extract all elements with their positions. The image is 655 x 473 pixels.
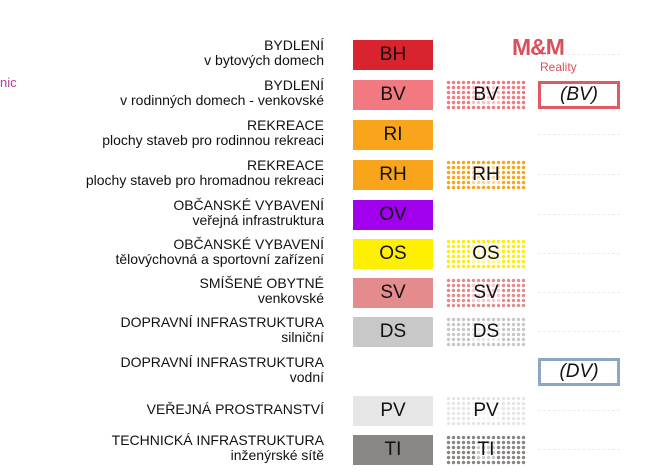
pattern-swatch-bv: BV (446, 80, 526, 110)
faint-divider (538, 214, 620, 215)
pattern-swatch-sv: SV (446, 278, 526, 308)
legend-label: BYDLENÍ v bytových domech (204, 38, 324, 68)
legend-row: REKREACE plochy staveb pro rodinnou rekre… (0, 118, 655, 158)
legend-subtitle: venkovské (257, 290, 324, 306)
logo-mark: M&M (512, 34, 565, 60)
swatch-bh: BH (353, 40, 433, 70)
pattern-swatch-ti: TI (446, 435, 526, 465)
legend-label: VEŘEJNÁ PROSTRANSTVÍ (147, 402, 324, 417)
legend-row: DOPRAVNÍ INFRASTRUKTURA silniční DS DS (0, 315, 655, 355)
pattern-swatch-ds: DS (446, 317, 526, 347)
legend-subtitle: v rodinných domech - venkovské (120, 92, 324, 108)
pattern-label: PV (471, 400, 501, 421)
legend-row: DOPRAVNÍ INFRASTRUKTURA vodní (DV) (0, 355, 655, 395)
legend-row: VEŘEJNÁ PROSTRANSTVÍ PV PV (0, 394, 655, 434)
faint-divider (538, 292, 620, 293)
pattern-label: TI (475, 439, 497, 460)
side-text: nic (0, 75, 17, 90)
legend-label: TECHNICKÁ INFRASTRUKTURA inženýrské sítě (112, 433, 324, 463)
legend-title: BYDLENÍ (264, 77, 324, 93)
logo-tagline: Reality (540, 60, 577, 74)
faint-divider (538, 410, 620, 411)
faint-divider (538, 331, 620, 332)
legend-title: REKREACE (246, 157, 324, 173)
legend-subtitle: v bytových domech (204, 52, 324, 68)
swatch-ti: TI (353, 435, 433, 465)
legend-subtitle: plochy staveb pro rodinnou rekreaci (102, 132, 324, 148)
swatch-sv: SV (353, 278, 433, 308)
legend-title: DOPRAVNÍ INFRASTRUKTURA (120, 314, 324, 330)
swatch-pv: PV (353, 396, 433, 426)
legend-title: SMÍŠENÉ OBYTNÉ (199, 275, 324, 291)
pattern-swatch-os: OS (446, 239, 526, 269)
faint-divider (538, 449, 620, 450)
legend-row: TECHNICKÁ INFRASTRUKTURA inženýrské sítě T… (0, 433, 655, 473)
legend-subtitle: vodní (289, 369, 324, 385)
faint-divider (538, 174, 620, 175)
swatch-rh: RH (353, 160, 433, 190)
pattern-swatch-rh: RH (446, 160, 526, 190)
legend-label: OBČANSKÉ VYBAVENÍ tělovýchovná a sportovn… (115, 237, 324, 267)
outline-swatch-bv: (BV) (538, 81, 620, 109)
pattern-label: SV (471, 282, 501, 303)
legend-label: DOPRAVNÍ INFRASTRUKTURA vodní (120, 355, 324, 385)
pattern-label: RH (470, 164, 502, 185)
pattern-label: DS (470, 321, 502, 342)
faint-divider (538, 54, 620, 55)
legend-subtitle: tělovýchovná a sportovní zařízení (115, 251, 324, 267)
company-logo: M&M Reality (512, 34, 590, 78)
swatch-ds: DS (353, 317, 433, 347)
outline-swatch-dv: (DV) (538, 358, 620, 386)
legend-title: BYDLENÍ (264, 37, 324, 53)
legend-label: REKREACE plochy staveb pro hromadnou rekr… (86, 158, 324, 188)
legend-label: DOPRAVNÍ INFRASTRUKTURA silniční (120, 315, 324, 345)
legend-row: REKREACE plochy staveb pro hromadnou rekr… (0, 158, 655, 198)
legend-title: OBČANSKÉ VYBAVENÍ (173, 197, 324, 213)
pattern-swatch-pv: PV (446, 396, 526, 426)
legend-label: OBČANSKÉ VYBAVENÍ veřejná infrastruktura (173, 198, 324, 228)
legend-title: DOPRAVNÍ INFRASTRUKTURA (120, 354, 324, 370)
legend-subtitle: veřejná infrastruktura (192, 212, 324, 228)
legend-subtitle: silniční (281, 329, 324, 345)
legend-title: REKREACE (246, 117, 324, 133)
legend-row: BYDLENÍ v rodinných domech - venkovské BV B… (0, 78, 655, 118)
swatch-ri: RI (353, 120, 433, 150)
legend-row: OBČANSKÉ VYBAVENÍ veřejná infrastruktura O… (0, 198, 655, 238)
legend-row: SMÍŠENÉ OBYTNÉ venkovské SV SV (0, 276, 655, 316)
swatch-bv: BV (353, 80, 433, 110)
faint-divider (538, 134, 620, 135)
legend-title: TECHNICKÁ INFRASTRUKTURA (111, 432, 324, 448)
legend-row: OBČANSKÉ VYBAVENÍ tělovýchovná a sportovn… (0, 237, 655, 277)
swatch-ov: OV (353, 200, 433, 230)
legend-label: REKREACE plochy staveb pro rodinnou rekre… (102, 118, 324, 148)
legend-subtitle: plochy staveb pro hromadnou rekreaci (85, 172, 324, 188)
legend-title: VEŘEJNÁ PROSTRANSTVÍ (146, 401, 324, 417)
swatch-os: OS (353, 239, 433, 269)
legend-label: BYDLENÍ v rodinných domech - venkovské (120, 78, 324, 108)
legend-row: BYDLENÍ v bytových domech BH (0, 38, 655, 78)
pattern-label: BV (471, 84, 501, 105)
faint-divider (538, 253, 620, 254)
legend-label: SMÍŠENÉ OBYTNÉ venkovské (200, 276, 324, 306)
legend-subtitle: inženýrské sítě (230, 447, 324, 463)
pattern-label: OS (470, 243, 502, 264)
legend-title: OBČANSKÉ VYBAVENÍ (173, 236, 324, 252)
